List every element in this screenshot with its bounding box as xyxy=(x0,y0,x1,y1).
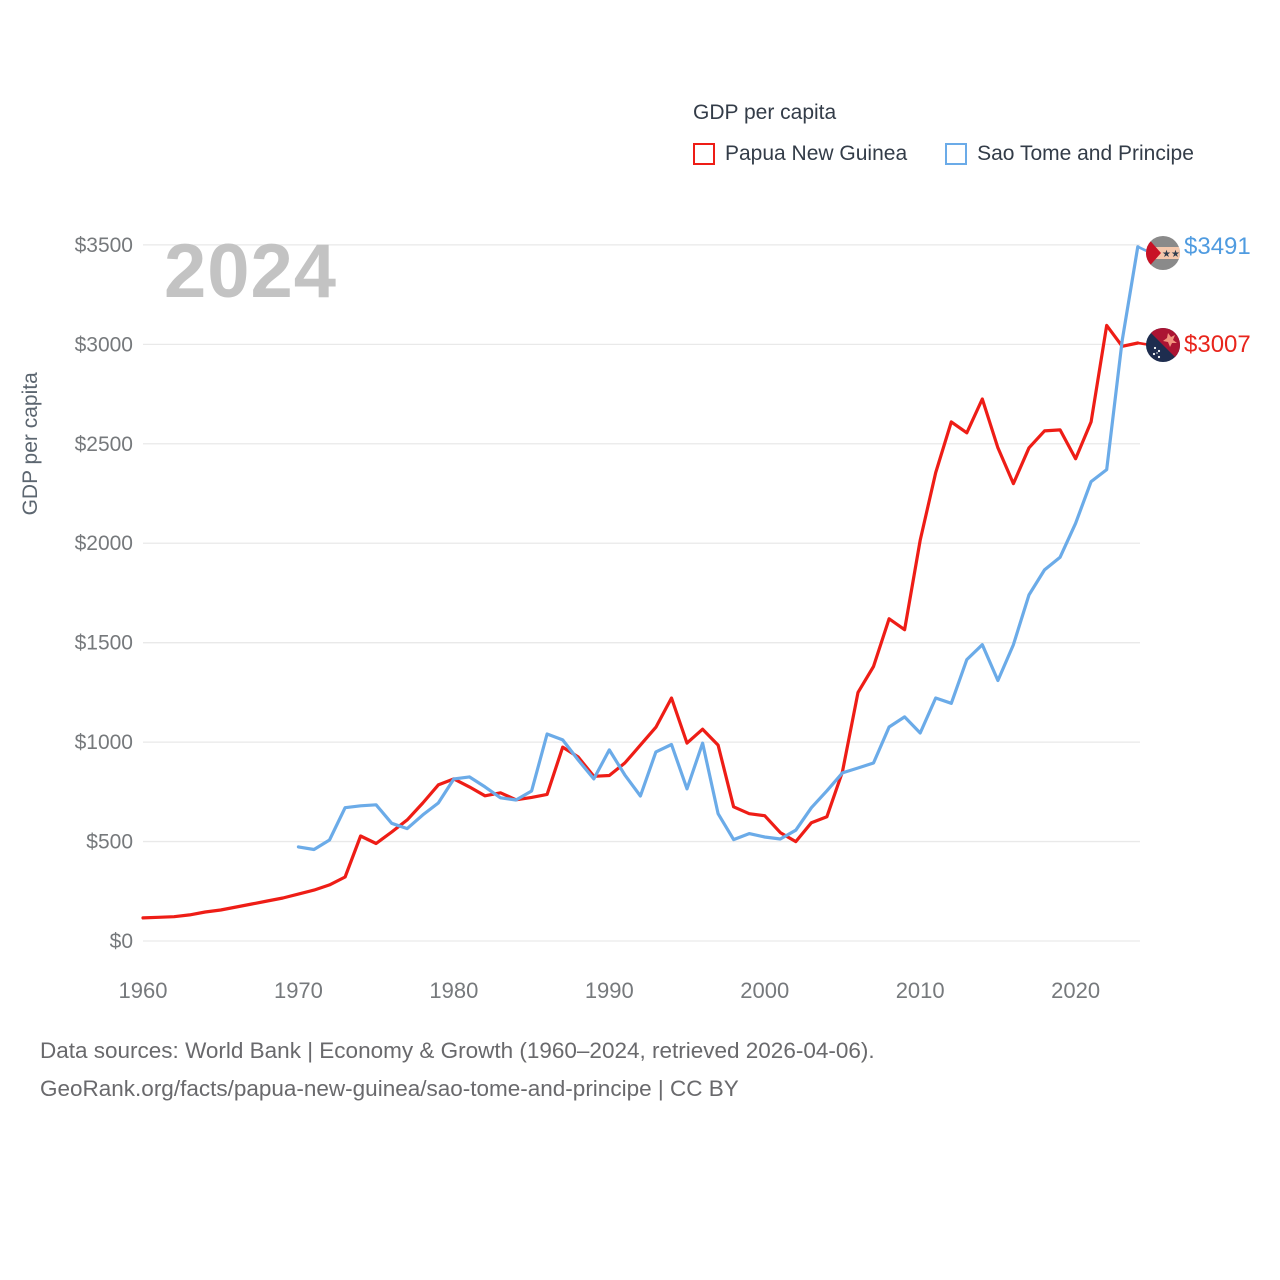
series-line-papua-new-guinea xyxy=(141,323,1140,920)
x-tick-label: 1990 xyxy=(585,978,634,1003)
papua-new-guinea-end-value-label: $3007 xyxy=(1184,331,1251,358)
year-watermark: 2024 xyxy=(164,229,338,314)
x-tick-label: 1970 xyxy=(274,978,323,1003)
papua-new-guinea-swatch-icon xyxy=(693,143,715,165)
legend-item-papua-new-guinea: Papua New Guinea xyxy=(693,142,907,166)
y-tick-label: $1500 xyxy=(75,632,133,655)
y-tick-label: $3000 xyxy=(75,333,133,356)
data-sources-footer: Data sources: World Bank | Economy & Gro… xyxy=(40,1032,875,1108)
footer-attribution-line: GeoRank.org/facts/papua-new-guinea/sao-t… xyxy=(40,1076,739,1101)
legend-title: GDP per capita xyxy=(693,101,837,124)
x-tick-label: 1960 xyxy=(119,978,168,1003)
y-tick-label: $3500 xyxy=(75,234,133,257)
legend-label: Papua New Guinea xyxy=(725,142,908,165)
sao-tome-and-principe-swatch-icon xyxy=(945,143,968,165)
papua-new-guinea-flag-icon xyxy=(1146,328,1180,362)
x-tick-label: 2000 xyxy=(740,978,789,1003)
svg-text:★★: ★★ xyxy=(1162,249,1180,260)
sao-tome-and-principe-flag-icon: ★★ xyxy=(1146,236,1180,270)
legend-item-sao-tome-and-principe: Sao Tome and Principe xyxy=(945,142,1194,166)
y-tick-label: $0 xyxy=(110,930,133,953)
y-axis-title: GDP per capita xyxy=(19,372,42,516)
y-tick-label: $500 xyxy=(86,831,133,854)
y-tick-label: $1000 xyxy=(75,731,133,754)
x-tick-label: 2020 xyxy=(1051,978,1100,1003)
chart-legend: GDP per capita Papua New Guinea Sao Tome… xyxy=(693,101,1194,166)
series-line-sao-tome-and-principe xyxy=(296,245,1140,852)
sao-tome-end-value-label: $3491 xyxy=(1184,233,1251,260)
x-tick-label: 2010 xyxy=(896,978,945,1003)
y-tick-label: $2500 xyxy=(75,433,133,456)
footer-sources-line: Data sources: World Bank | Economy & Gro… xyxy=(40,1038,875,1063)
y-tick-label: $2000 xyxy=(75,532,133,555)
legend-label: Sao Tome and Principe xyxy=(977,142,1194,165)
x-tick-label: 1980 xyxy=(429,978,478,1003)
